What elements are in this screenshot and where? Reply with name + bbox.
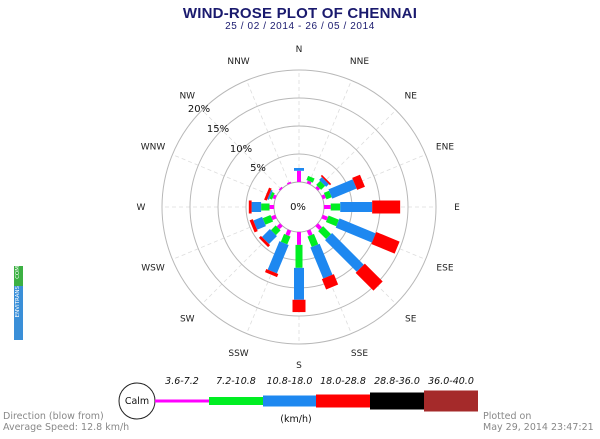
legend-swatch (370, 392, 424, 410)
speed-legend: Calm 3.6-7.2 7.2-10.8 10.8-18.0 18.0-28.8 28.… (118, 376, 478, 425)
direction-label-wsw: WSW (141, 263, 165, 273)
bar-segment-sw (258, 235, 271, 248)
legend-bin-label: 10.8-18.0 (267, 376, 313, 387)
bar-segment-sse (307, 233, 319, 247)
direction-label-e: E (454, 203, 460, 213)
bar-segment-ese (335, 218, 376, 243)
bar-segment-nw (278, 186, 283, 191)
envitrans-logo: COM ENVITRANS (14, 266, 23, 340)
radial-tick-label: 0% (290, 202, 306, 213)
legend-bin-label: 7.2-10.8 (216, 376, 256, 387)
legend-swatch (155, 399, 209, 403)
grid-spoke (316, 224, 397, 305)
grid-spoke (316, 109, 397, 190)
direction-label-ssw: SSW (228, 349, 248, 359)
direction-labels: 0% 5% 10%15% 20% N NNE NE ENE E ESE SE SSE S SSW SW WSW… (137, 45, 461, 371)
radial-tick-label: 20% (188, 104, 210, 115)
direction-label-ne: NE (405, 91, 418, 101)
legend-swatch (316, 394, 370, 408)
bar-segment-ne (316, 180, 326, 190)
direction-label-wnw: WNW (141, 143, 166, 153)
legend-swatch (263, 395, 316, 407)
bar-segment-se (315, 223, 323, 231)
bar-segment-nne (306, 180, 312, 185)
legend-unit: (km/h) (280, 414, 311, 425)
radial-tick-label: 15% (207, 124, 229, 135)
direction-label-n: N (296, 45, 303, 55)
bar-segment-wsw (270, 214, 277, 221)
bar-segment-wsw (249, 219, 258, 233)
grid-ring (161, 69, 437, 345)
radial-tick-label: 5% (250, 163, 266, 174)
direction-label-se: SE (405, 315, 417, 325)
bar-segment-ene (352, 174, 365, 190)
average-speed: Average Speed: 12.8 km/h (3, 422, 130, 433)
bar-segment-ene (323, 190, 332, 200)
radial-tick-label: 10% (230, 144, 252, 155)
bar-segment-ese (321, 214, 329, 221)
legend-bin-label: 28.8-36.0 (374, 376, 420, 387)
direction-label-sw: SW (180, 315, 195, 325)
bar-segment-ne (319, 177, 329, 187)
direction-label-ese: ESE (436, 263, 453, 273)
brand-envitrans: ENVITRANS (15, 286, 21, 318)
direction-label-nw: NW (179, 91, 195, 101)
bar-segment-sse (321, 274, 339, 290)
legend-swatch (424, 390, 478, 412)
bar-segment-ese (325, 215, 339, 227)
legend-bin-label: 18.0-28.8 (320, 376, 366, 387)
bar-segment-se (355, 263, 383, 291)
direction-label-sse: SSE (351, 349, 368, 359)
plot-timestamp: Plotted on May 29, 2014 23:47:21 (483, 411, 594, 433)
bar-segment-wnw (264, 187, 272, 201)
plotted-on-value: May 29, 2014 23:47:21 (483, 422, 594, 433)
plotted-on-label: Plotted on (483, 411, 532, 422)
bar-segment-ssw (267, 241, 289, 274)
direction-label-nne: NNE (350, 57, 369, 67)
bar-segment-sw (261, 229, 277, 245)
bar-segment-ssw (280, 233, 291, 245)
bar-segment-ssw (285, 229, 292, 237)
bar-segment-se (325, 233, 364, 272)
direction-label-w: W (137, 203, 146, 213)
legend-swatch (209, 397, 263, 405)
direction-label-nnw: NNW (227, 57, 249, 67)
bar-segment-sse (310, 243, 333, 279)
bar-segment-nne (306, 175, 315, 183)
direction-label-s: S (296, 361, 302, 371)
bar-segment-wnw (269, 192, 275, 200)
brand-com: COM (15, 266, 21, 279)
footer-info: Direction (blow from) Average Speed: 12.… (3, 411, 129, 433)
bar-segment-ene (321, 194, 326, 200)
calm-label: Calm (125, 396, 149, 407)
bar-segment-sw (276, 223, 283, 230)
grid-spoke (201, 224, 282, 305)
bar-segment-sse (306, 229, 313, 237)
date-range: 25 / 02 / 2014 - 26 / 05 / 2014 (225, 21, 375, 32)
direction-label-ene: ENE (436, 143, 454, 153)
bar-segment-sw (270, 225, 281, 236)
bar-segment-wnw (272, 194, 277, 200)
bar-segment-wnw (267, 190, 273, 200)
bar-segment-ne (320, 174, 332, 186)
bar-segment-ne (315, 185, 321, 191)
grid-ring (189, 97, 409, 317)
chart-title: WIND-ROSE PLOT OF CHENNAI (182, 5, 418, 22)
bar-segment-ssw (264, 268, 279, 278)
bar-segment-se (318, 226, 332, 240)
bar-segment-wsw (253, 216, 266, 230)
legend-bin-label: 3.6-7.2 (165, 376, 199, 387)
wind-rose-bars (248, 168, 401, 313)
direction-note: Direction (blow from) (3, 411, 104, 422)
legend-bin-label: 36.0-40.0 (428, 376, 474, 387)
bar-segment-nnw (286, 181, 292, 185)
bar-segment-ene (328, 179, 357, 199)
bar-segment-wsw (262, 215, 274, 225)
bar-segment-ese (371, 231, 400, 254)
